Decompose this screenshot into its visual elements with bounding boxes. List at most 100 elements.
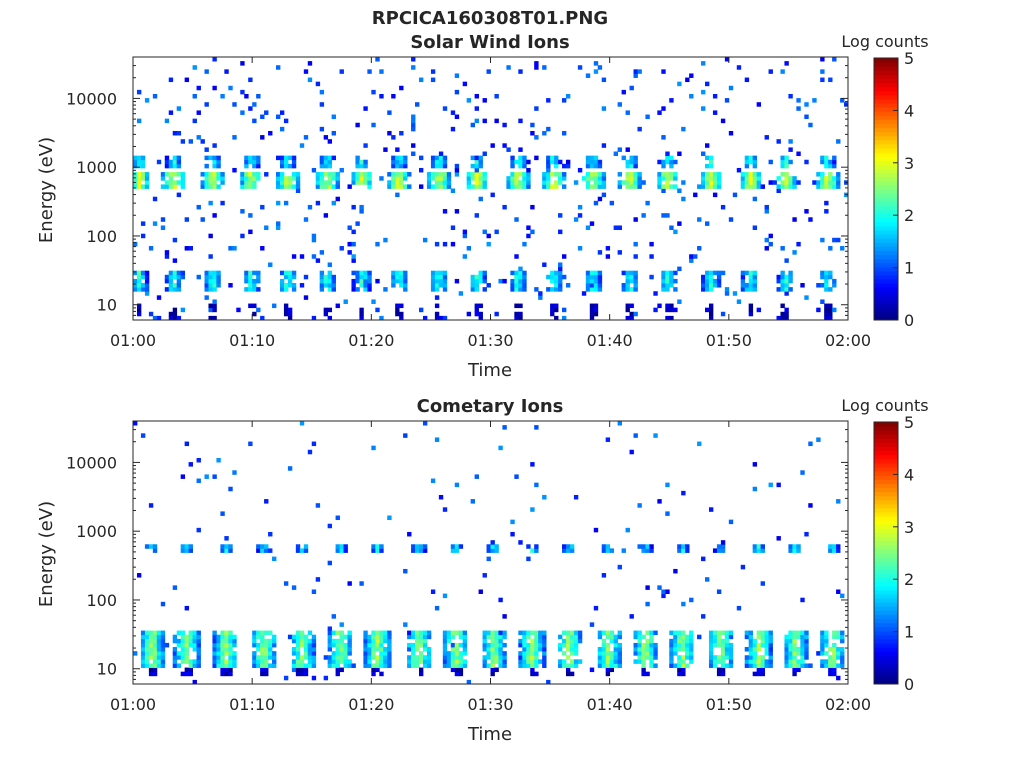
spectrogram-cell	[832, 307, 837, 313]
spectrogram-cell	[319, 274, 325, 280]
spectrogram-cell	[617, 250, 622, 255]
spectrogram-cell	[351, 241, 356, 247]
spectrogram-cell	[339, 667, 344, 673]
spectrogram-cell	[466, 679, 472, 685]
spectrogram-cell	[156, 638, 162, 644]
spectrogram-cell	[724, 663, 730, 668]
spectrogram-cell	[260, 638, 265, 644]
spectrogram-cell	[701, 151, 706, 157]
spectrogram-cell	[569, 634, 575, 640]
spectrogram-cell	[446, 651, 452, 656]
spectrogram-cell	[415, 102, 420, 107]
spectrogram-cell	[204, 474, 209, 479]
spectrogram-cell	[832, 667, 837, 673]
spectrogram-cell	[220, 642, 225, 648]
colorbar-segment	[874, 180, 898, 186]
spectrogram-cell	[780, 278, 785, 284]
spectrogram-cell	[335, 303, 340, 309]
spectrogram-cell	[164, 642, 170, 648]
spectrogram-cell	[708, 270, 714, 276]
spectrogram-cell	[661, 593, 666, 599]
spectrogram-cell	[426, 651, 432, 656]
spectrogram-cell	[589, 172, 595, 177]
spectrogram-cell	[748, 630, 754, 636]
spectrogram-cell	[788, 642, 793, 648]
spectrogram-cell	[180, 184, 186, 189]
spectrogram-cell	[148, 647, 154, 652]
spectrogram-cell	[665, 482, 670, 488]
spectrogram-cell	[188, 630, 193, 636]
spectrogram-cell	[681, 180, 686, 185]
spectrogram-cell	[681, 548, 686, 553]
spectrogram-cell	[752, 184, 758, 189]
spectrogram-cell	[430, 69, 436, 74]
spectrogram-cell	[311, 638, 317, 644]
spectrogram-cell	[399, 283, 404, 288]
spectrogram-cell	[144, 176, 150, 181]
colorbar-segment	[874, 618, 898, 624]
spectrogram-cell	[760, 548, 765, 553]
spectrogram-cell	[518, 642, 523, 648]
spectrogram-cell	[562, 98, 567, 103]
spectrogram-cell	[573, 651, 579, 656]
spectrogram-cell	[224, 667, 229, 673]
spectrogram-cell	[736, 605, 742, 611]
spectrogram-cell	[228, 647, 233, 652]
spectrogram-cell	[256, 172, 261, 177]
spectrogram-cell	[824, 638, 829, 644]
spectrogram-cell	[526, 642, 531, 648]
spectrogram-cell	[379, 651, 384, 656]
spectrogram-cell	[367, 283, 372, 288]
spectrogram-cell	[542, 651, 547, 656]
spectrogram-cell	[768, 663, 773, 668]
spectrogram-cell	[295, 180, 301, 185]
spectrogram-cell	[593, 61, 599, 66]
spectrogram-cell	[780, 246, 785, 251]
spectrogram-cell	[220, 638, 225, 644]
spectrogram-cell	[248, 106, 253, 111]
spectrogram-cell	[283, 307, 289, 313]
spectrogram-cell	[160, 172, 166, 177]
spectrogram-cell	[176, 663, 182, 668]
spectrogram-cell	[458, 630, 464, 636]
spectrogram-cell	[585, 283, 591, 288]
spectrogram-cell	[311, 254, 317, 259]
spectrogram-cell	[633, 647, 638, 652]
spectrogram-cell	[291, 274, 297, 280]
spectrogram-cell	[605, 437, 611, 442]
spectrogram-cell	[144, 287, 150, 292]
spectrogram-cell	[331, 200, 336, 206]
spectrogram-cell	[136, 270, 142, 276]
spectrogram-cell	[546, 180, 551, 185]
spectrogram-cell	[244, 274, 249, 280]
spectrogram-cell	[407, 172, 412, 177]
spectrogram-cell	[681, 126, 686, 132]
colorbar-frame	[873, 421, 899, 685]
spectrogram-cell	[510, 180, 515, 185]
spectrogram-cell	[720, 540, 726, 545]
spectrogram-cell	[299, 143, 305, 148]
spectrogram-cell	[383, 237, 388, 243]
spectrogram-cell	[744, 159, 750, 165]
spectrogram-cell	[804, 295, 809, 300]
spectrogram-cell	[180, 630, 186, 636]
spectrogram-cell	[764, 634, 769, 640]
spectrogram-cell	[311, 634, 317, 640]
spectrogram-cell	[534, 544, 539, 549]
spectrogram-cell	[840, 593, 845, 599]
spectrogram-cell	[800, 630, 805, 636]
spectrogram-cell	[784, 634, 789, 640]
spectrogram-cell	[403, 176, 408, 181]
spectrogram-cell	[466, 311, 472, 317]
spectrogram-cell	[192, 659, 197, 664]
spectrogram-cell	[144, 630, 150, 636]
spectrogram-cell	[176, 642, 182, 648]
spectrogram-cell	[391, 155, 396, 161]
spectrogram-cell	[486, 241, 491, 247]
spectrogram-cell	[335, 642, 340, 648]
spectrogram-cell	[824, 180, 829, 185]
spectrogram-cell	[272, 642, 277, 648]
spectrogram-cell	[387, 630, 392, 636]
spectrogram-cell	[212, 163, 217, 169]
spectrogram-cell	[840, 655, 845, 660]
